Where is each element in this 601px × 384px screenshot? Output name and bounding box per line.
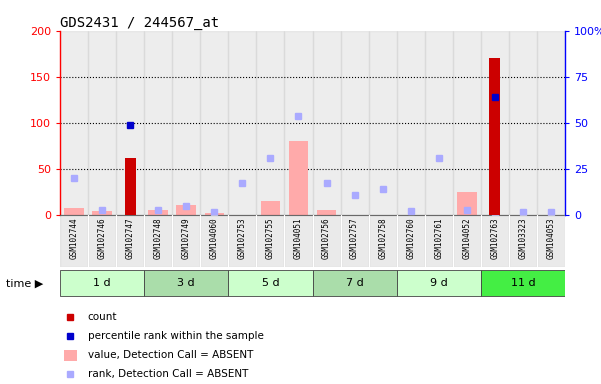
Bar xyxy=(537,215,565,267)
Text: 11 d: 11 d xyxy=(511,278,535,288)
Bar xyxy=(228,31,257,215)
Text: rank, Detection Call = ABSENT: rank, Detection Call = ABSENT xyxy=(88,369,248,379)
Bar xyxy=(172,215,200,267)
Text: 9 d: 9 d xyxy=(430,278,448,288)
Text: GSM103323: GSM103323 xyxy=(519,218,527,259)
Bar xyxy=(144,215,172,267)
Text: GSM102755: GSM102755 xyxy=(266,218,275,259)
Bar xyxy=(144,31,172,215)
Bar xyxy=(313,215,341,267)
Bar xyxy=(177,205,196,215)
Bar xyxy=(509,31,537,215)
Text: GSM102757: GSM102757 xyxy=(350,218,359,259)
Bar xyxy=(453,31,481,215)
Text: 3 d: 3 d xyxy=(177,278,195,288)
Bar xyxy=(172,31,200,215)
Bar xyxy=(481,31,509,215)
Bar xyxy=(60,31,88,215)
Text: count: count xyxy=(88,312,117,322)
Text: GSM102753: GSM102753 xyxy=(238,218,247,259)
FancyBboxPatch shape xyxy=(313,270,397,296)
Text: GSM102758: GSM102758 xyxy=(378,218,387,259)
Text: GSM102744: GSM102744 xyxy=(70,218,79,259)
Bar xyxy=(88,215,116,267)
Text: GSM104053: GSM104053 xyxy=(546,218,555,259)
FancyBboxPatch shape xyxy=(481,270,565,296)
FancyBboxPatch shape xyxy=(397,270,481,296)
Text: GSM102763: GSM102763 xyxy=(490,218,499,259)
Bar xyxy=(509,215,537,267)
Text: GSM102760: GSM102760 xyxy=(406,218,415,259)
Bar xyxy=(204,213,224,215)
Bar xyxy=(228,215,257,267)
Text: GSM104052: GSM104052 xyxy=(462,218,471,259)
Bar xyxy=(200,31,228,215)
Text: time ▶: time ▶ xyxy=(6,278,43,288)
Bar xyxy=(425,31,453,215)
Bar xyxy=(200,215,228,267)
Bar xyxy=(284,31,313,215)
Bar xyxy=(116,31,144,215)
Bar xyxy=(481,215,509,267)
Text: 1 d: 1 d xyxy=(93,278,111,288)
Text: value, Detection Call = ABSENT: value, Detection Call = ABSENT xyxy=(88,350,253,360)
Bar xyxy=(425,215,453,267)
Bar xyxy=(257,215,284,267)
Bar xyxy=(397,215,425,267)
Bar xyxy=(64,350,77,361)
Text: GSM104051: GSM104051 xyxy=(294,218,303,259)
FancyBboxPatch shape xyxy=(60,270,144,296)
Bar xyxy=(64,208,84,215)
Text: percentile rank within the sample: percentile rank within the sample xyxy=(88,331,264,341)
Bar xyxy=(257,31,284,215)
Bar xyxy=(148,210,168,215)
Text: GSM102756: GSM102756 xyxy=(322,218,331,259)
FancyBboxPatch shape xyxy=(228,270,313,296)
Text: GSM102746: GSM102746 xyxy=(98,218,106,259)
Bar xyxy=(88,31,116,215)
Bar xyxy=(261,201,280,215)
Bar xyxy=(288,141,308,215)
Bar xyxy=(341,215,368,267)
Bar xyxy=(368,31,397,215)
Bar xyxy=(284,215,313,267)
Bar xyxy=(60,215,88,267)
Bar xyxy=(489,58,501,215)
FancyBboxPatch shape xyxy=(144,270,228,296)
Bar xyxy=(537,31,565,215)
Text: GSM102761: GSM102761 xyxy=(435,218,443,259)
Text: GSM102749: GSM102749 xyxy=(182,218,191,259)
Text: GDS2431 / 244567_at: GDS2431 / 244567_at xyxy=(60,16,219,30)
Bar xyxy=(317,210,337,215)
Bar xyxy=(93,211,112,215)
Bar xyxy=(341,31,368,215)
Text: GSM102747: GSM102747 xyxy=(126,218,135,259)
Bar xyxy=(457,192,477,215)
Bar xyxy=(397,31,425,215)
Bar xyxy=(116,215,144,267)
Text: 7 d: 7 d xyxy=(346,278,364,288)
Bar xyxy=(368,215,397,267)
Text: GSM104060: GSM104060 xyxy=(210,218,219,259)
Bar xyxy=(453,215,481,267)
Bar xyxy=(124,158,136,215)
Text: 5 d: 5 d xyxy=(261,278,279,288)
Text: GSM102748: GSM102748 xyxy=(154,218,163,259)
Bar xyxy=(313,31,341,215)
